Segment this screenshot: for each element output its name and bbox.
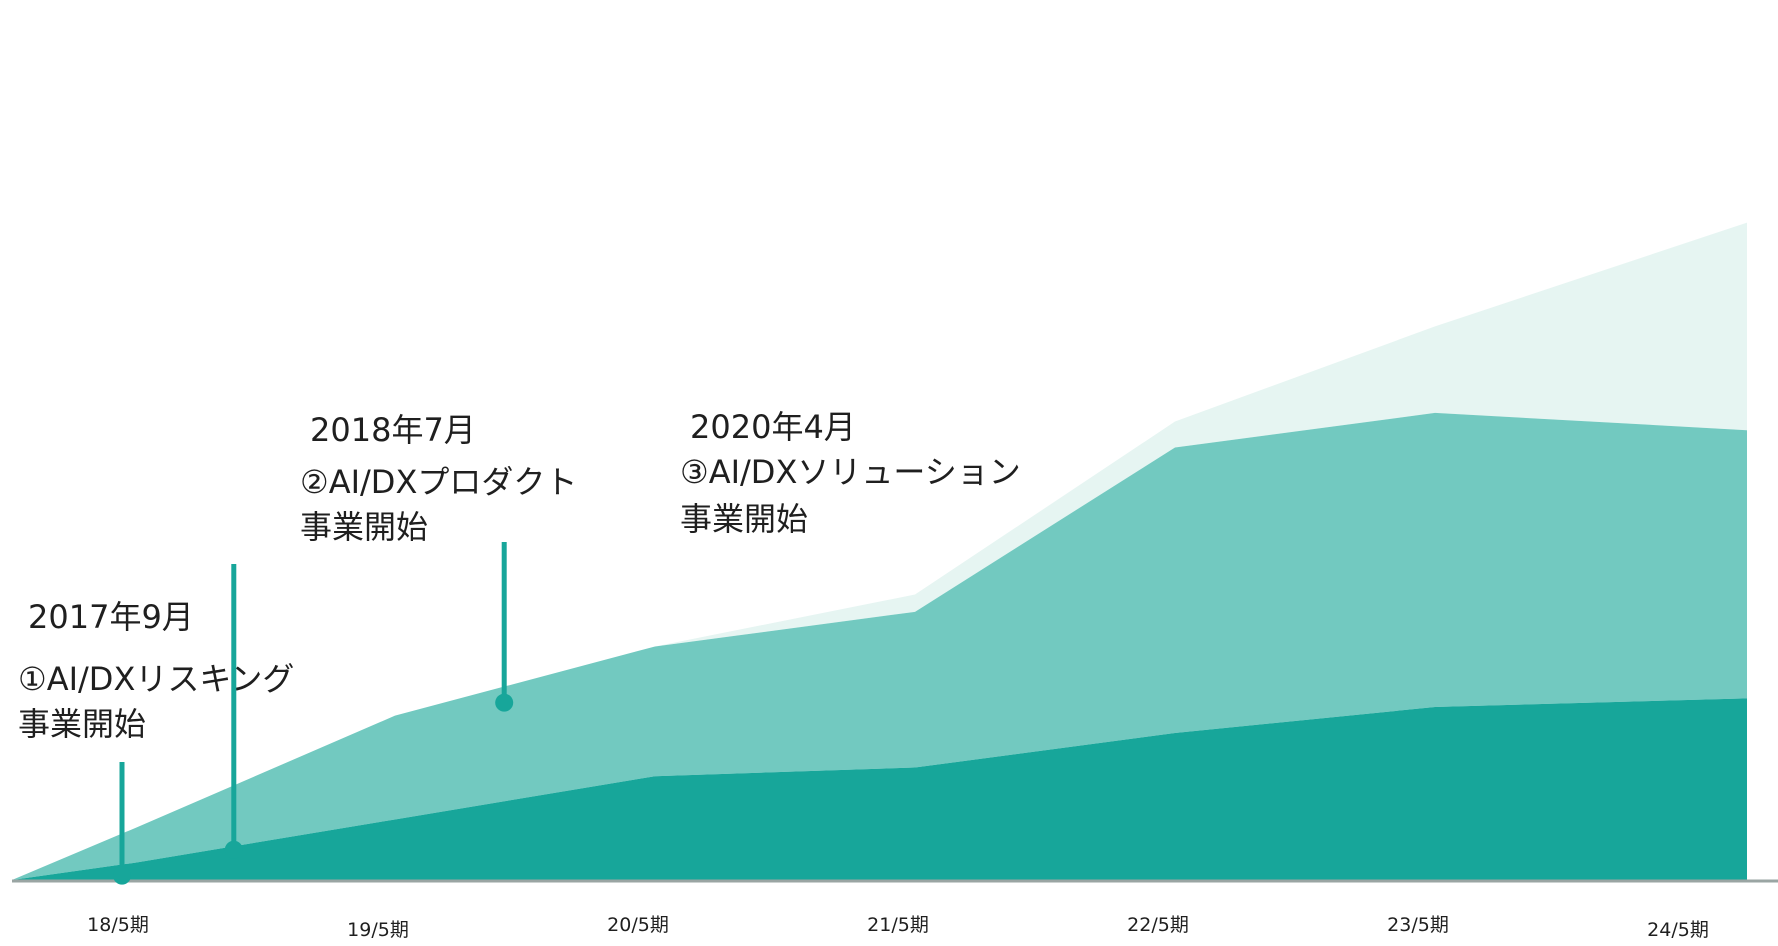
annotations: 2017年9月①AI/DXリスキング事業開始2018年7月②AI/DXプロダクト… bbox=[18, 408, 1021, 885]
annotation-date: 2017年9月 bbox=[28, 598, 194, 636]
x-tick-label: 21/5期 bbox=[867, 914, 929, 936]
annotation-marker bbox=[113, 866, 131, 885]
x-tick-labels: 18/5期 19/5期 20/5期 21/5期 22/5期 23/5期 24/5期 bbox=[87, 914, 1709, 941]
area-series-3 bbox=[12, 222, 1747, 881]
annotation-date: 2018年7月 bbox=[310, 411, 476, 449]
area-series-1 bbox=[12, 698, 1747, 880]
annotation-date: 2020年4月 bbox=[690, 408, 856, 446]
annotation-text-line: ③AI/DXソリューション bbox=[680, 453, 1021, 491]
annotation-marker bbox=[495, 693, 514, 712]
x-tick-label: 19/5期 bbox=[347, 919, 409, 941]
annotation-marker bbox=[224, 840, 243, 859]
annotation-text-line: 事業開始 bbox=[680, 500, 808, 538]
annotation-text-line: ②AI/DXプロダクト bbox=[300, 463, 577, 501]
annotation-text-line: 事業開始 bbox=[18, 705, 146, 743]
area-series-group bbox=[12, 222, 1747, 881]
x-tick-label: 20/5期 bbox=[607, 914, 669, 936]
x-tick-label: 23/5期 bbox=[1387, 914, 1449, 936]
annotation-text-line: ①AI/DXリスキング bbox=[18, 660, 294, 698]
annotation-text-line: 事業開始 bbox=[300, 508, 428, 546]
x-tick-label: 22/5期 bbox=[1127, 914, 1189, 936]
area-series-2 bbox=[12, 412, 1747, 880]
x-tick-label: 24/5期 bbox=[1647, 919, 1709, 941]
x-tick-label: 18/5期 bbox=[87, 914, 149, 936]
